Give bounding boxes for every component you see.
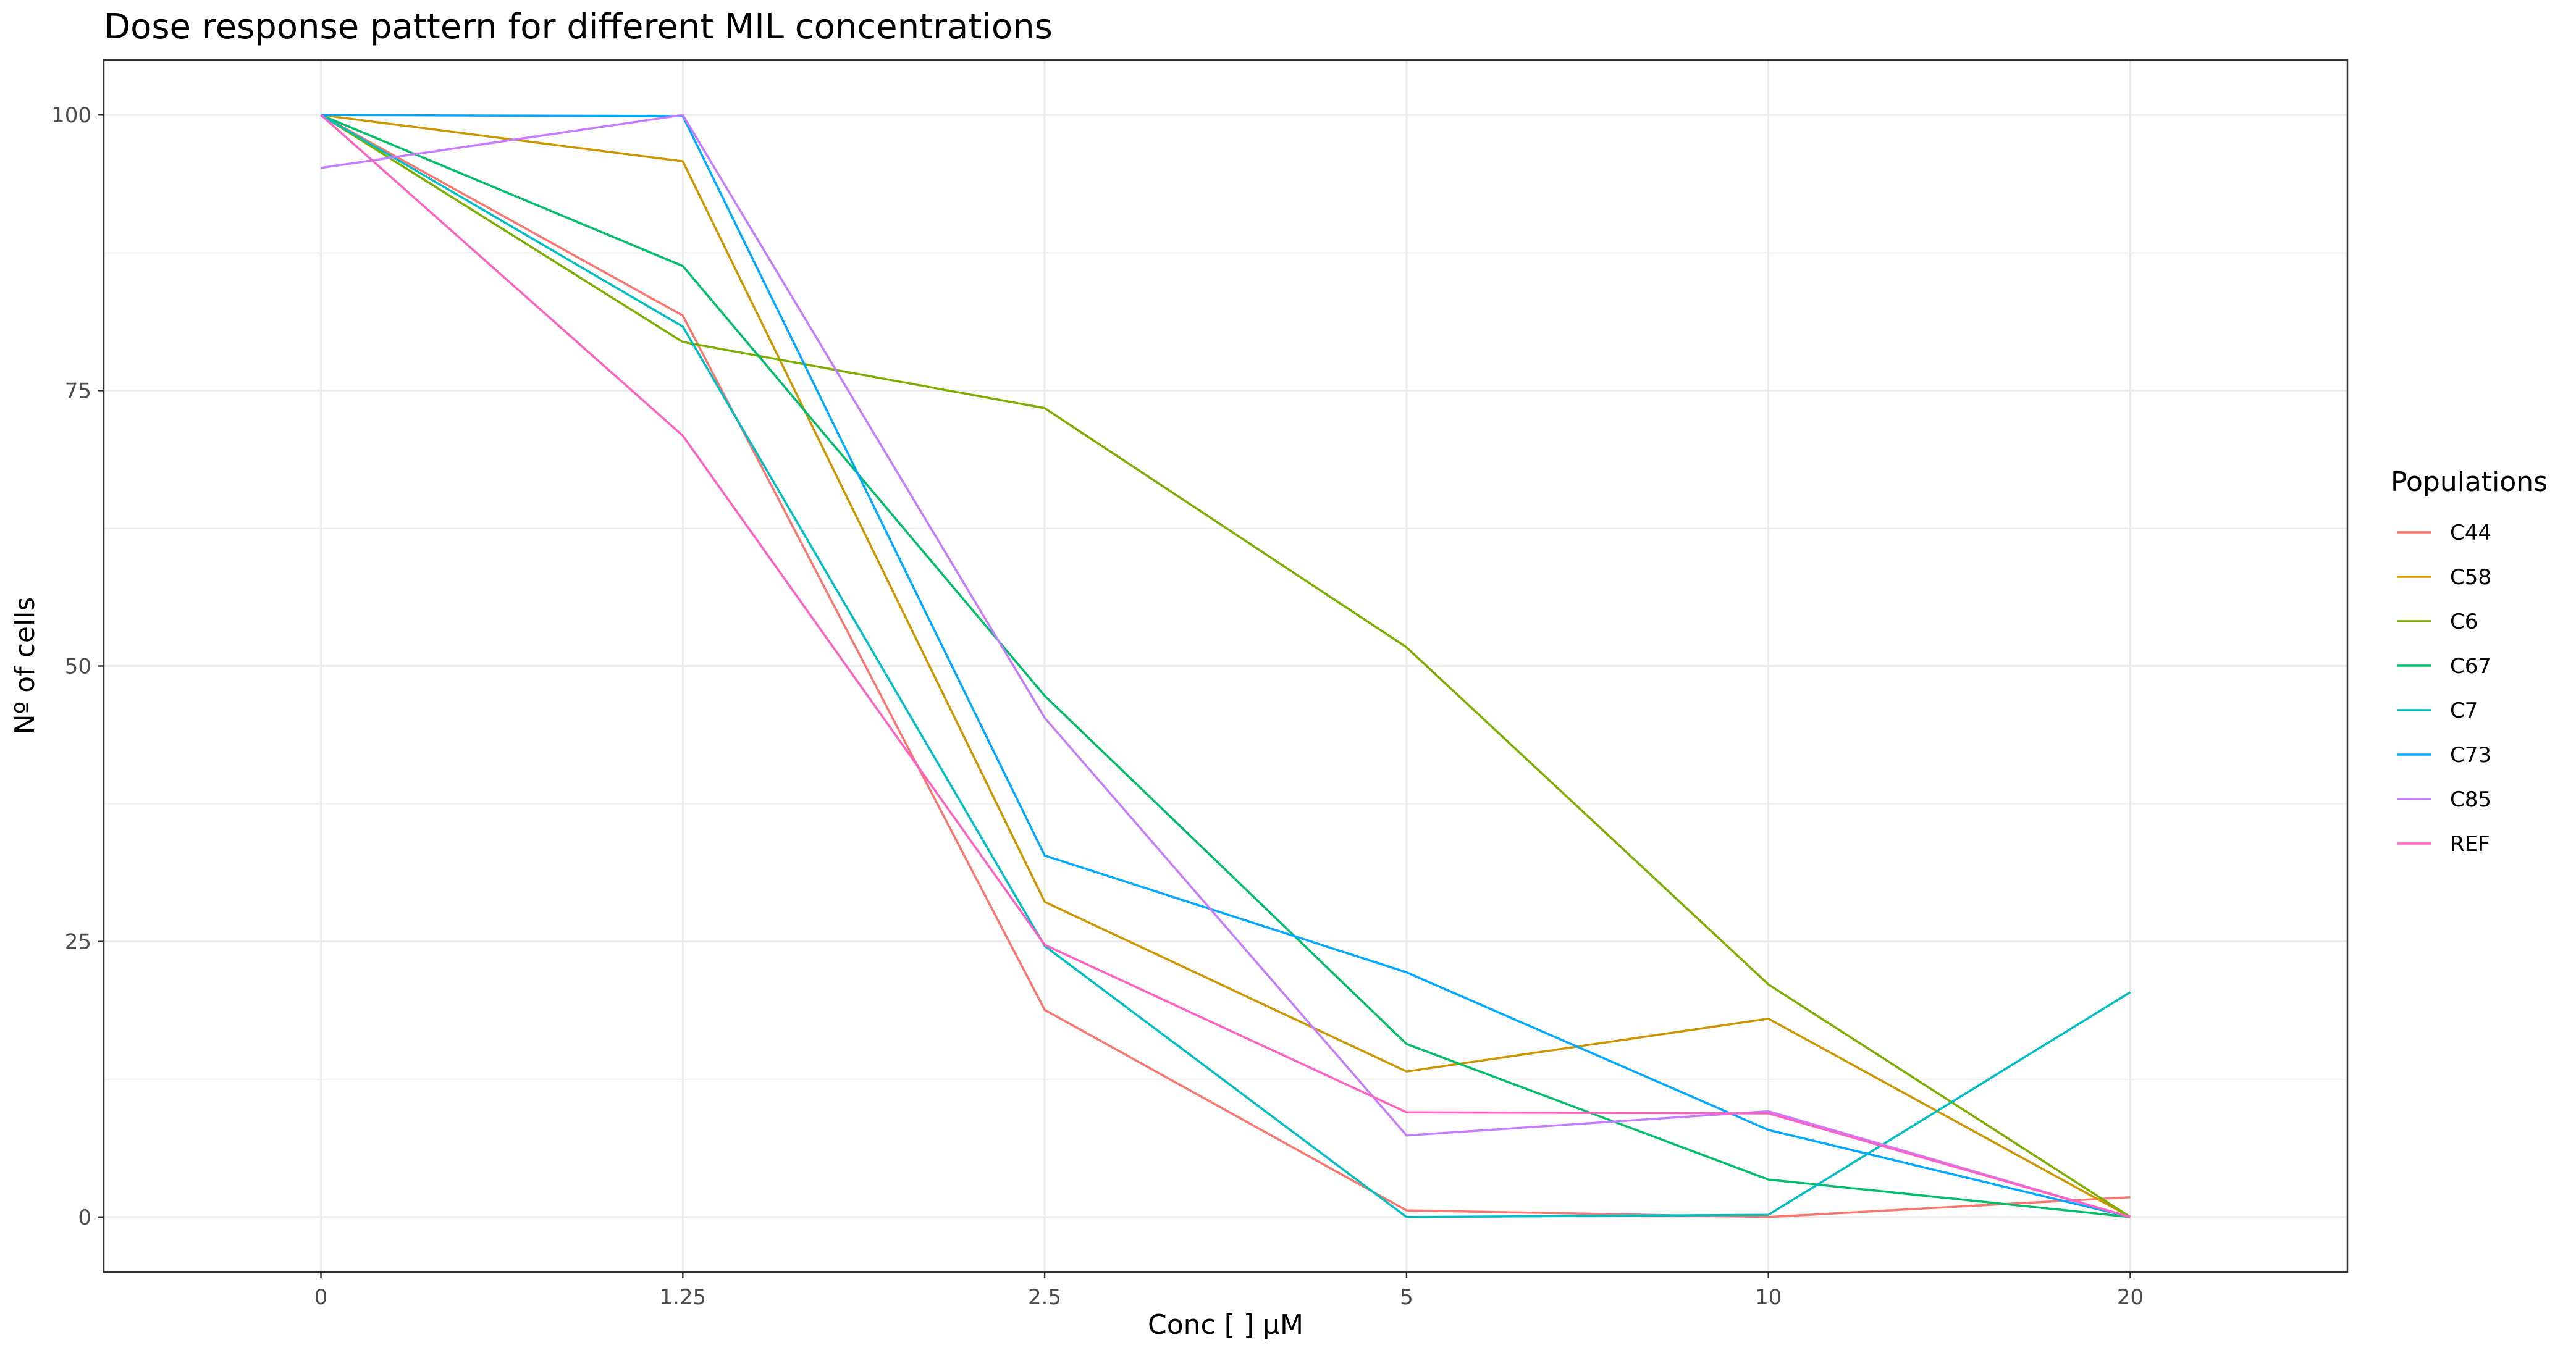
legend-label: REF [2450,832,2490,857]
x-axis-title: Conc [ ] µM [1148,1309,1303,1341]
chart-title: Dose response pattern for different MIL … [104,7,1053,47]
y-tick-label: 0 [78,1205,91,1230]
y-tick-label: 100 [51,103,91,128]
y-axis-title: Nº of cells [9,597,41,735]
legend-label: C85 [2450,787,2491,812]
x-tick-label: 10 [1755,1285,1782,1310]
series-line-c67 [320,114,2131,1218]
y-tick-label: 50 [65,655,91,679]
series-line-c44 [320,114,2131,1218]
legend-label: C44 [2450,521,2491,545]
legend-label: C6 [2450,609,2478,634]
series-line-c7 [320,114,2131,1218]
series-line-c6 [320,114,2131,1218]
series-line-c73 [321,114,2131,1218]
y-tick-label: 75 [65,379,91,403]
x-axis: 0 1.25 2.5 5 10 20 [314,1272,2144,1310]
legend-label: C67 [2450,654,2491,679]
y-axis: 0 25 50 75 100 [51,103,104,1230]
legend-label: C58 [2450,565,2491,590]
x-tick-label: 0 [314,1285,328,1310]
legend-label: C7 [2450,698,2478,723]
series-line-c85 [321,114,2131,1218]
x-tick-label: 1.25 [659,1285,706,1310]
legend-label: C73 [2450,743,2491,768]
x-tick-label: 2.5 [1028,1285,1061,1310]
y-tick-label: 25 [65,930,91,955]
series-line-c58 [321,114,2131,1218]
legend-title: Populations [2391,466,2548,498]
series-line-ref [320,114,2131,1218]
grid-major [104,60,2347,1272]
x-tick-label: 20 [2117,1285,2144,1310]
x-tick-label: 5 [1400,1285,1413,1310]
series-layer [320,114,2131,1218]
legend: Populations C44 C58 C6 C67 C7 C73 C85 REF [2391,466,2548,857]
